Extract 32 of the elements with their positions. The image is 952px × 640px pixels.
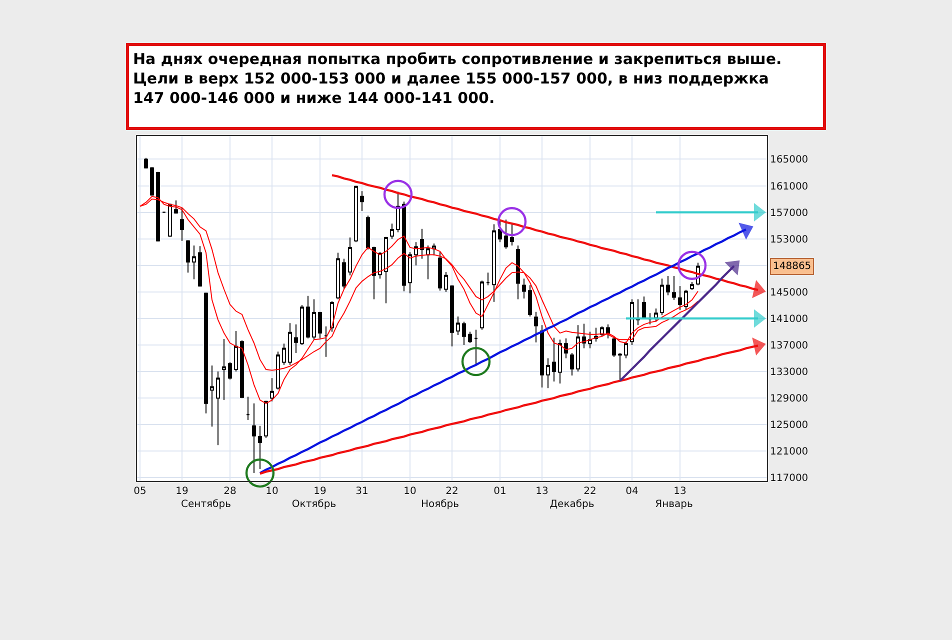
x-tick-label: 19: [176, 486, 188, 497]
x-tick-label: 04: [626, 486, 638, 497]
x-tick-label: 05: [134, 486, 146, 497]
y-tick-label: 129000: [770, 394, 808, 405]
y-tick-label: 157000: [770, 208, 808, 219]
x-tick-label: 19: [314, 486, 326, 497]
x-tick-label: 13: [536, 486, 548, 497]
y-tick-label: 137000: [770, 340, 808, 352]
text: На днях очередная попытка пробить сопротивление и закрепиться выше. Цели в верх 152 000-153 000 и далее 155 000-157 000, в низ поддержка 147 000-146 000 и ниже 144 000-141 000.: [133, 50, 782, 107]
x-tick-label: 28: [224, 486, 236, 497]
x-tick-label: Октябрь: [292, 499, 336, 510]
y-tick-label: 165000: [770, 154, 808, 166]
y-tick-label: 153000: [770, 234, 808, 246]
x-tick-label: 13: [674, 486, 686, 497]
x-tick-label: Январь: [655, 499, 693, 510]
y-tick-label: 125000: [770, 420, 808, 432]
x-tick-label: 01: [494, 486, 506, 497]
y-tick-label: 117000: [770, 473, 808, 484]
y-tick-label: 161000: [770, 181, 808, 192]
x-tick-label: Ноябрь: [420, 499, 460, 510]
y-tick-label: 145000: [770, 287, 808, 298]
x-tick-label: 10: [404, 486, 416, 497]
y-tick-label: 133000: [770, 367, 808, 378]
text: 148865: [773, 261, 812, 272]
y-tick-label: 141000: [770, 314, 808, 325]
x-tick-label: 31: [356, 486, 368, 497]
x-tick-label: 22: [446, 486, 458, 497]
x-tick-label: Декабрь: [550, 499, 594, 510]
x-tick-label: Сентябрь: [181, 499, 232, 510]
y-tick-label: 121000: [770, 446, 808, 458]
x-tick-label: 22: [584, 486, 596, 497]
x-tick-label: 10: [266, 486, 278, 497]
